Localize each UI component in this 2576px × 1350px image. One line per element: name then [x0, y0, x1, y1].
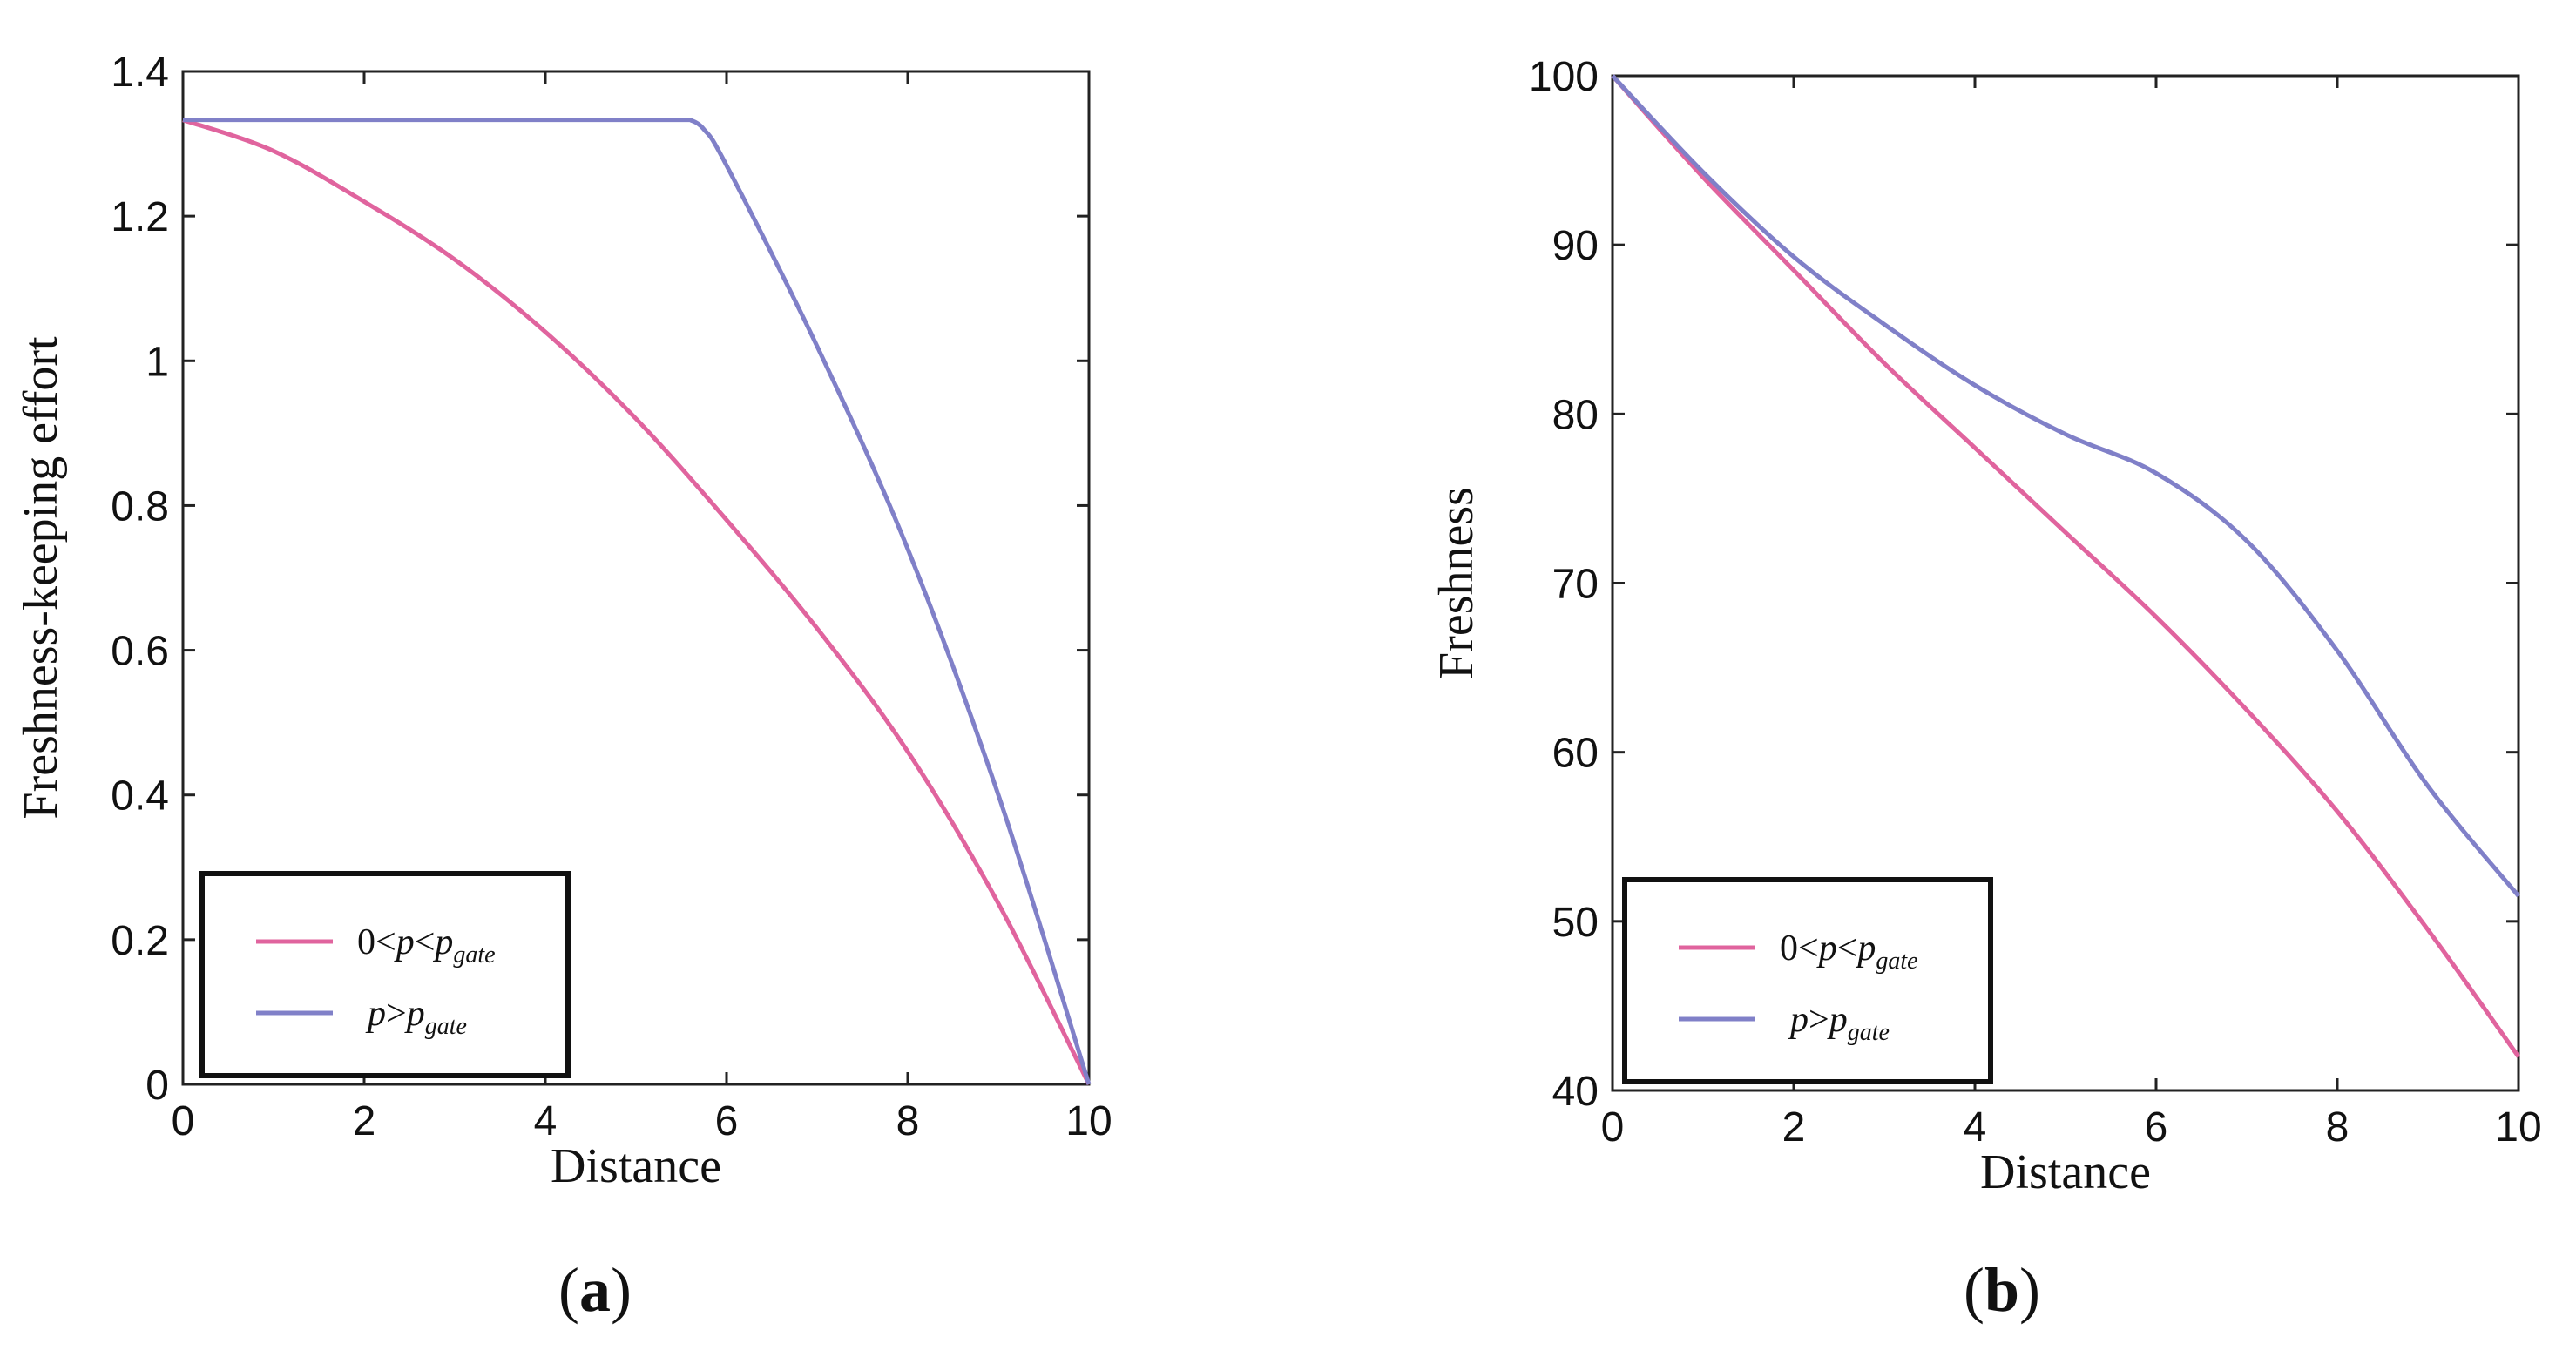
legend-label-var: p — [394, 922, 415, 962]
y-tick-label: 1.4 — [111, 50, 169, 96]
legend-box — [1622, 877, 1993, 1084]
x-tick-label: 0 — [1601, 1104, 1625, 1151]
chart-panel-a: 0 2 4 6 8 10 0 0.2 0.4 0.6 0.8 1 1.2 1.4 Distance Fresh… — [14, 50, 1112, 1325]
y-tick-label: 0.2 — [111, 918, 169, 964]
series-line-1 — [182, 118, 1092, 1086]
legend-label-var: p — [1788, 1000, 1809, 1040]
legend-label-1: 0<p<pgate — [1780, 928, 1918, 975]
y-tick-label: 0.4 — [111, 773, 169, 820]
y-axis-label: Freshness-keeping effort — [14, 336, 68, 820]
x-tick-label: 0 — [172, 1098, 195, 1144]
x-tick-label: 6 — [2145, 1104, 2168, 1151]
legend-label-var: p — [404, 994, 425, 1034]
legend-label-subscript: gate — [1876, 948, 1917, 975]
legend-label-text: > — [1809, 1000, 1829, 1040]
legend-label-text: < — [415, 922, 436, 962]
panel-label-close: ) — [611, 1255, 632, 1325]
x-tick-label: 8 — [896, 1098, 920, 1144]
legend-label-text: < — [1837, 928, 1858, 969]
legend-label-var: p — [432, 922, 453, 962]
series-line-2 — [1611, 74, 2520, 898]
plot-frame — [181, 70, 1091, 1086]
x-tick-label: 10 — [2495, 1104, 2541, 1151]
x-tick-label: 4 — [1964, 1104, 1987, 1151]
y-tick-label: 70 — [1552, 562, 1599, 608]
x-tick-label: 2 — [1782, 1104, 1806, 1151]
y-tick-label: 0 — [145, 1063, 169, 1109]
x-axis-label: Distance — [551, 1139, 721, 1193]
series-line-2 — [183, 118, 1092, 1085]
y-tick-label: 0.8 — [111, 483, 169, 530]
panel-label: (b) — [1964, 1255, 2040, 1325]
y-tick-label: 40 — [1552, 1069, 1599, 1115]
y-tick-label: 90 — [1552, 223, 1599, 269]
x-tick-label: 10 — [1065, 1098, 1112, 1144]
panel-label-open: ( — [1964, 1255, 1984, 1325]
chart-panel-b: 0 2 4 6 8 10 40 50 60 70 80 90 100 Distance Freshness 0… — [1430, 54, 2542, 1325]
panel-label-open: ( — [558, 1255, 579, 1325]
x-axis-label: Distance — [1980, 1145, 2151, 1199]
x-tick-label: 6 — [715, 1098, 739, 1144]
panel-label: (a) — [558, 1255, 632, 1325]
y-tick-label: 0.6 — [111, 629, 169, 675]
series-line-1 — [1611, 74, 2521, 1058]
legend-label-text: > — [386, 994, 407, 1034]
legend-label-1: 0<p<pgate — [357, 922, 496, 969]
panel-label-letter: a — [579, 1255, 611, 1325]
legend-box — [199, 871, 571, 1078]
y-tick-label: 1.2 — [111, 194, 169, 240]
legend-label-var: p — [1855, 928, 1876, 969]
legend-label-subscript: gate — [425, 1013, 467, 1040]
y-tick-label: 80 — [1552, 392, 1599, 438]
panel-label-letter: b — [1984, 1255, 2019, 1325]
x-tick-label: 4 — [534, 1098, 558, 1144]
legend-label-var: p — [365, 994, 386, 1034]
legend-label-subscript: gate — [1848, 1019, 1890, 1046]
legend-label-text: 0< — [1780, 928, 1819, 969]
x-tick-label: 8 — [2326, 1104, 2350, 1151]
panel-label-close: ) — [2019, 1255, 2040, 1325]
y-tick-label: 1 — [145, 339, 169, 385]
y-tick-label: 50 — [1552, 900, 1599, 946]
x-tick-label: 2 — [353, 1098, 376, 1144]
legend-label-text: 0< — [357, 922, 396, 962]
legend-label-var: p — [1827, 1000, 1848, 1040]
legend-label-subscript: gate — [453, 942, 495, 969]
legend-label-var: p — [1816, 928, 1837, 969]
y-axis-label: Freshness — [1430, 487, 1484, 679]
y-tick-label: 60 — [1552, 731, 1599, 777]
legend-label-2: p>pgate — [1788, 1000, 1890, 1046]
legend-label-2: p>pgate — [365, 994, 467, 1040]
y-tick-label: 100 — [1529, 54, 1599, 100]
